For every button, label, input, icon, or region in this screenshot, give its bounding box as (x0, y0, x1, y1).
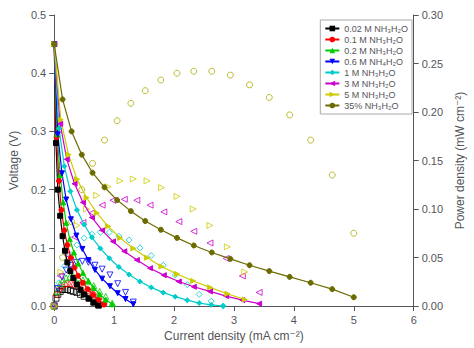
svg-text:2: 2 (171, 314, 177, 326)
svg-text:0.2 M NH₃H₂O: 0.2 M NH₃H₂O (344, 46, 403, 56)
svg-text:0.1: 0.1 (31, 242, 46, 254)
svg-text:Power density (mW cm⁻²): Power density (mW cm⁻²) (453, 92, 467, 230)
svg-text:0.4: 0.4 (31, 67, 46, 79)
svg-text:3 M NH₃H₂O: 3 M NH₃H₂O (344, 79, 395, 89)
svg-text:0.3: 0.3 (31, 125, 46, 137)
svg-text:1: 1 (111, 314, 117, 326)
svg-text:0.6 M NH₄H₂O: 0.6 M NH₄H₂O (344, 57, 403, 67)
svg-text:0.30: 0.30 (422, 9, 443, 21)
svg-text:0.10: 0.10 (422, 203, 443, 215)
svg-text:0.00: 0.00 (422, 300, 443, 312)
svg-text:3: 3 (231, 314, 237, 326)
svg-text:0.5: 0.5 (31, 9, 46, 21)
svg-text:4: 4 (291, 314, 297, 326)
svg-text:1 M NH₃H₂O: 1 M NH₃H₂O (344, 68, 395, 78)
svg-text:0.02 M NH₃H₂O: 0.02 M NH₃H₂O (344, 24, 408, 34)
svg-text:0.20: 0.20 (422, 106, 443, 118)
svg-text:0.25: 0.25 (422, 58, 443, 70)
svg-text:5: 5 (351, 314, 357, 326)
svg-text:0.15: 0.15 (422, 155, 443, 167)
svg-text:0: 0 (51, 314, 57, 326)
svg-text:0.1 M NH₃H₂O: 0.1 M NH₃H₂O (344, 35, 403, 45)
svg-text:0.05: 0.05 (422, 252, 443, 264)
svg-text:6: 6 (411, 314, 417, 326)
svg-text:0.0: 0.0 (31, 300, 46, 312)
svg-text:5 M NH₃H₂O: 5 M NH₃H₂O (344, 90, 395, 100)
svg-text:0.2: 0.2 (31, 184, 46, 196)
svg-text:35% NH₃H₂O: 35% NH₃H₂O (344, 101, 398, 111)
svg-text:Voltage (V): Voltage (V) (7, 131, 21, 190)
svg-text:Current density (mA cm⁻²): Current density (mA cm⁻²) (164, 329, 304, 343)
